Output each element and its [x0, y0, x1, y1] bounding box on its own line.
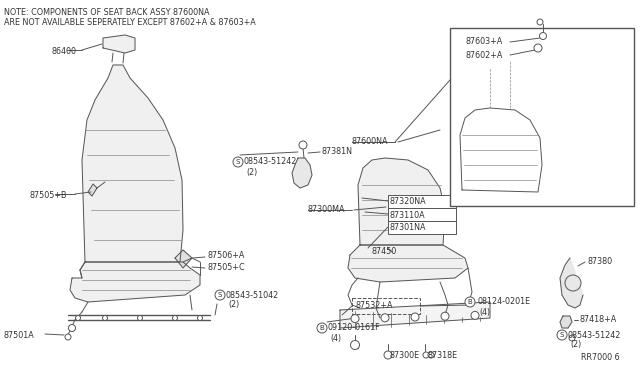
- Circle shape: [428, 352, 434, 358]
- Circle shape: [215, 290, 225, 300]
- Circle shape: [534, 44, 542, 52]
- Circle shape: [540, 32, 547, 39]
- Bar: [388, 221, 456, 234]
- Bar: [352, 298, 420, 314]
- Text: S: S: [560, 332, 564, 338]
- Circle shape: [233, 157, 243, 167]
- Text: 09120-0161F: 09120-0161F: [328, 324, 381, 333]
- Text: NOTE: COMPONENTS OF SEAT BACK ASSY 87600NA: NOTE: COMPONENTS OF SEAT BACK ASSY 87600…: [4, 8, 209, 17]
- Circle shape: [317, 323, 327, 333]
- Text: (4): (4): [330, 334, 341, 343]
- Polygon shape: [175, 250, 192, 268]
- Text: 08124-0201E: 08124-0201E: [477, 298, 530, 307]
- Text: 87501A: 87501A: [4, 330, 35, 340]
- Text: S: S: [236, 159, 240, 165]
- Circle shape: [537, 19, 543, 25]
- Circle shape: [299, 141, 307, 149]
- Circle shape: [68, 324, 76, 331]
- Circle shape: [569, 335, 575, 341]
- Text: S: S: [218, 292, 222, 298]
- Polygon shape: [560, 258, 583, 308]
- Text: RR7000 6: RR7000 6: [581, 353, 620, 362]
- Text: 08543-51242: 08543-51242: [244, 157, 298, 167]
- Text: 86400: 86400: [52, 48, 77, 57]
- Circle shape: [351, 315, 359, 323]
- Polygon shape: [460, 108, 542, 192]
- Circle shape: [441, 312, 449, 320]
- Circle shape: [173, 315, 177, 321]
- Text: 87381N: 87381N: [322, 148, 353, 157]
- Circle shape: [102, 315, 108, 321]
- Polygon shape: [292, 158, 312, 188]
- Text: (2): (2): [246, 167, 257, 176]
- Text: 87600NA: 87600NA: [352, 138, 388, 147]
- Text: 87320NA: 87320NA: [390, 198, 427, 206]
- Text: 873110A: 873110A: [390, 211, 426, 219]
- Polygon shape: [88, 184, 97, 196]
- Text: 87318E: 87318E: [428, 350, 458, 359]
- Circle shape: [138, 315, 143, 321]
- Circle shape: [471, 311, 479, 320]
- Text: 87300MA: 87300MA: [308, 205, 346, 215]
- Bar: [388, 195, 456, 208]
- Text: 87505+B: 87505+B: [30, 190, 67, 199]
- Circle shape: [465, 297, 475, 307]
- Text: (4): (4): [479, 308, 490, 317]
- Text: (2): (2): [570, 340, 581, 350]
- Circle shape: [198, 315, 202, 321]
- Bar: [388, 208, 456, 221]
- Text: ARE NOT AVAILABLE SEPERATELY EXCEPT 87602+A & 87603+A: ARE NOT AVAILABLE SEPERATELY EXCEPT 8760…: [4, 18, 256, 27]
- Circle shape: [76, 315, 81, 321]
- Circle shape: [381, 314, 389, 322]
- Text: 87603+A: 87603+A: [466, 38, 503, 46]
- Text: B: B: [468, 299, 472, 305]
- Text: 08543-51242: 08543-51242: [568, 330, 621, 340]
- Text: 87532+A: 87532+A: [355, 301, 392, 311]
- Text: 87506+A: 87506+A: [207, 251, 244, 260]
- Polygon shape: [82, 65, 183, 262]
- Text: B: B: [319, 325, 324, 331]
- Polygon shape: [103, 35, 135, 53]
- Polygon shape: [560, 316, 572, 328]
- Text: 87505+C: 87505+C: [207, 263, 244, 273]
- Polygon shape: [358, 158, 445, 245]
- Text: 87602+A: 87602+A: [466, 51, 504, 60]
- Bar: [450, 28, 634, 206]
- Polygon shape: [348, 245, 468, 282]
- Text: 87380: 87380: [588, 257, 613, 266]
- Circle shape: [384, 351, 392, 359]
- Circle shape: [351, 340, 360, 350]
- Text: 08543-51042: 08543-51042: [226, 291, 279, 299]
- Circle shape: [411, 313, 419, 321]
- Circle shape: [557, 330, 567, 340]
- Circle shape: [423, 352, 429, 358]
- Text: (2): (2): [228, 301, 239, 310]
- Polygon shape: [340, 302, 490, 328]
- Polygon shape: [70, 262, 200, 302]
- Circle shape: [65, 334, 71, 340]
- Text: 87450: 87450: [372, 247, 397, 257]
- Text: 87301NA: 87301NA: [390, 224, 426, 232]
- Text: 87300E: 87300E: [390, 350, 420, 359]
- Text: 87418+A: 87418+A: [580, 315, 617, 324]
- Circle shape: [565, 275, 581, 291]
